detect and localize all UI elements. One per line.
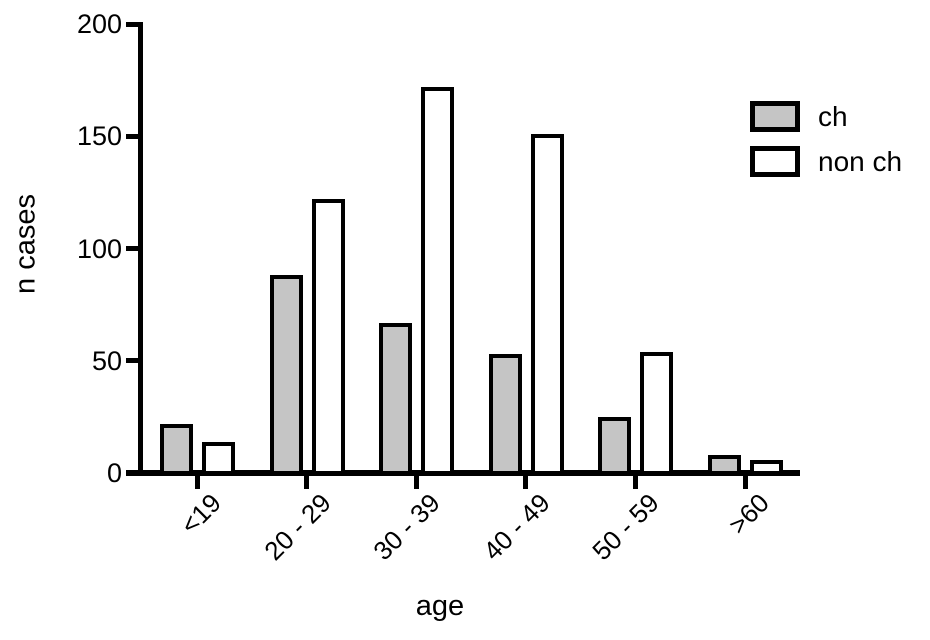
legend-swatch-non-ch [750,146,800,177]
bar-ch-19 [160,423,193,475]
x-tick-label-50-59: 50 - 59 [586,487,666,567]
bar-non-ch-60 [750,459,783,475]
bar-non-ch-40-49 [530,134,564,475]
y-tick-label-200: 200 [76,9,122,39]
x-tick-19 [194,476,200,489]
y-tick-0 [126,470,138,476]
bar-non-ch-50-59 [640,351,674,475]
x-tick-label-20-29: 20 - 29 [257,487,337,567]
y-axis-line [138,22,143,476]
x-tick-30-39 [413,476,419,489]
bar-non-ch-30-39 [421,86,455,475]
y-axis-title: n cases [9,194,42,294]
x-tick-label-40-49: 40 - 49 [477,487,556,567]
x-axis-line [126,470,800,476]
y-tick-label-0: 0 [106,458,122,488]
bar-ch-40-49 [488,354,522,475]
bar-non-ch-20-29 [311,199,345,475]
y-tick-150 [126,133,138,139]
y-tick-100 [126,246,138,251]
bar-ch-20-29 [269,275,303,475]
x-tick-60 [742,476,748,489]
y-tick-label-150: 150 [76,121,122,152]
legend-label-non-ch: non ch [818,146,903,177]
x-tick-label-19: <19 [174,487,227,540]
x-tick-label-30-39: 30 - 39 [367,487,447,567]
x-tick-20-29 [304,476,310,489]
x-axis-title: age [415,590,465,622]
x-tick-50-59 [632,476,638,489]
bar-ch-30-39 [379,322,413,475]
y-tick-label-50: 50 [91,345,122,376]
y-tick-200 [126,21,138,27]
legend-swatch-ch [750,101,800,132]
bar-ch-50-59 [598,416,632,475]
y-tick-50 [126,358,138,364]
y-tick-label-100: 100 [76,233,122,264]
x-tick-40-49 [523,476,529,489]
legend-label-ch: ch [818,101,848,132]
x-tick-label-60: >60 [722,487,775,540]
bar-ch-60 [708,455,741,475]
bar-non-ch-19 [202,441,235,475]
